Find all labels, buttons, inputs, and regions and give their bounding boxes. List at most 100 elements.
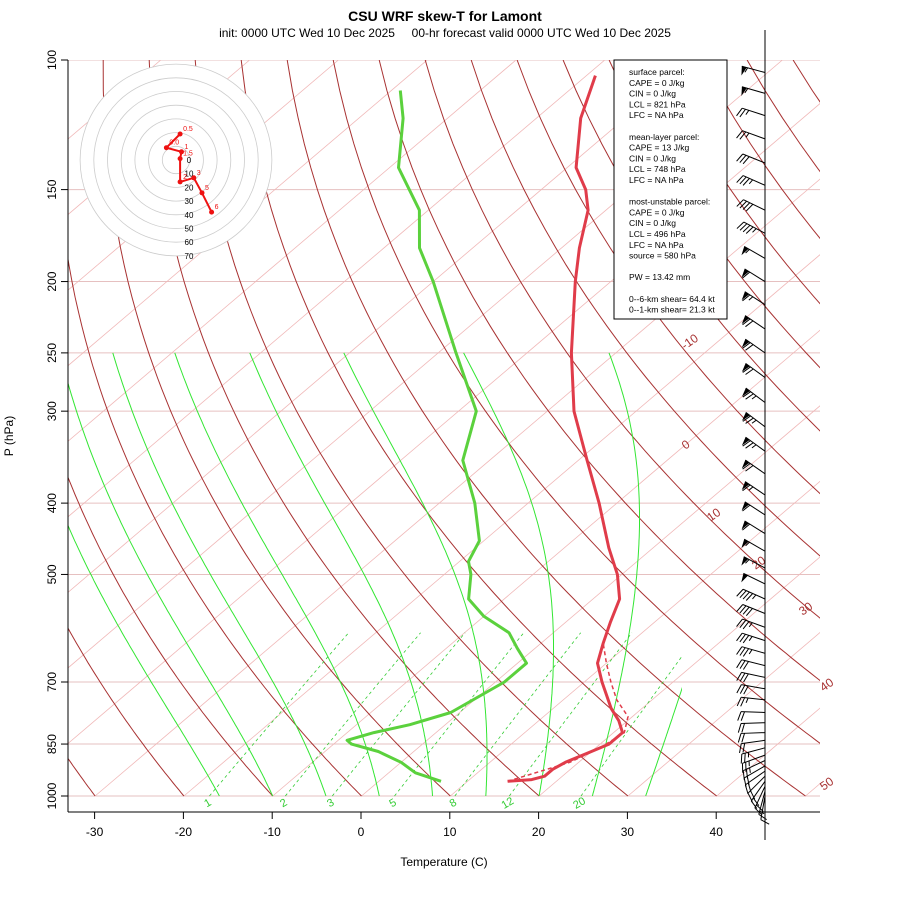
wind-barb xyxy=(740,316,765,337)
wind-barb-full xyxy=(746,592,752,601)
wind-barb-full xyxy=(746,203,753,212)
wind-barb xyxy=(737,107,765,124)
wind-barb-staff xyxy=(742,647,765,654)
isotherm-line xyxy=(184,60,900,796)
info-line: 0--1-km shear= 21.3 kt xyxy=(629,305,715,315)
wind-barb-half xyxy=(752,228,756,233)
mixing-ratio-line xyxy=(209,633,348,796)
wind-barb-staff xyxy=(745,339,765,353)
wind-barb xyxy=(738,712,765,722)
wind-barb-full xyxy=(737,697,741,706)
temperature-profile-line xyxy=(508,76,623,782)
hodograph-point-label: 3 xyxy=(197,170,201,177)
info-line: most-unstable parcel: xyxy=(629,197,710,207)
wind-barb xyxy=(737,198,765,218)
wind-barb-full xyxy=(738,712,741,721)
dry-adiabat-line xyxy=(701,60,900,796)
y-tick-label: 100 xyxy=(45,50,59,70)
wind-barb-half xyxy=(752,444,756,449)
mixing-ratio-label: 8 xyxy=(448,797,459,810)
wind-barb-staff xyxy=(743,200,765,211)
hodograph-point xyxy=(209,210,214,215)
wind-barb xyxy=(737,174,765,193)
hodograph-point-label: 1.5 xyxy=(183,151,193,158)
isotherm-line xyxy=(273,60,900,796)
x-tick-label: 10 xyxy=(443,825,457,839)
hodograph-point-label: 5 xyxy=(205,185,209,192)
info-line: LFC = NA hPa xyxy=(629,110,684,120)
wind-barb-full xyxy=(737,174,743,183)
y-tick-label: 200 xyxy=(45,271,59,291)
hodograph-point-label: 6 xyxy=(215,204,219,211)
hodograph-point xyxy=(178,179,183,184)
wind-barb-full xyxy=(737,221,744,230)
wind-barb-half xyxy=(749,649,752,654)
wind-barb-half xyxy=(749,486,753,491)
wind-barb-staff xyxy=(743,176,765,186)
wind-barb-full xyxy=(740,589,746,598)
wind-barb-staff xyxy=(742,108,765,115)
wind-barb xyxy=(737,588,765,607)
wind-barb-full xyxy=(758,814,767,819)
mixing-ratio-label: 1 xyxy=(202,797,213,810)
chart-title: CSU WRF skew-T for Lamont xyxy=(348,8,542,24)
dry-adiabat-line xyxy=(287,60,805,796)
wind-barb-staff xyxy=(743,154,765,163)
mixing-ratio-label: 2 xyxy=(278,797,289,810)
wind-barb-staff xyxy=(741,740,765,743)
dry-adiabat-line xyxy=(793,60,900,796)
info-line: LCL = 748 hPa xyxy=(629,164,686,174)
mixing-ratio-label: 3 xyxy=(325,797,336,810)
x-tick-label: 40 xyxy=(710,825,724,839)
x-tick-label: -20 xyxy=(175,825,193,839)
mixing-ratio-line xyxy=(455,633,581,796)
wind-barb-staff xyxy=(743,605,765,614)
wind-barb xyxy=(754,786,774,814)
wind-barb-half xyxy=(746,133,749,138)
wind-barb-layer xyxy=(737,66,774,824)
wind-barb xyxy=(740,363,765,384)
wind-barb-full xyxy=(739,754,744,763)
wind-barb xyxy=(740,521,765,541)
x-axis-label: Temperature (C) xyxy=(400,855,487,869)
hodograph-point xyxy=(178,156,183,161)
wind-barb-staff xyxy=(743,573,765,584)
y-axis-label: P (hPa) xyxy=(2,416,16,456)
wind-barb-full xyxy=(742,733,745,742)
wind-barb xyxy=(740,388,765,410)
wind-barb xyxy=(740,292,765,313)
info-line: CAPE = 0 J/kg xyxy=(629,78,685,88)
y-tick-label: 500 xyxy=(45,564,59,584)
wind-barb-staff xyxy=(741,723,765,724)
wind-barb-full xyxy=(740,176,746,185)
info-line: CIN = 0 J/kg xyxy=(629,89,676,99)
info-line: mean-layer parcel: xyxy=(629,132,699,142)
hodograph-ring-label: 30 xyxy=(185,197,194,206)
hodograph-background xyxy=(80,64,272,256)
hodograph-ring-label: 60 xyxy=(185,238,194,247)
mixing-ratio-label: 20 xyxy=(571,795,588,812)
wind-barb xyxy=(737,659,765,674)
profile-layer xyxy=(347,76,628,782)
mixing-ratio-line xyxy=(285,633,420,796)
wind-barb-full xyxy=(737,588,743,597)
wind-barb-half xyxy=(746,110,749,115)
hodograph-ring-label: 70 xyxy=(185,252,194,261)
hodograph-ring-label: 40 xyxy=(185,211,194,220)
wind-barb-staff xyxy=(745,521,765,534)
wind-barb-staff xyxy=(745,316,765,329)
wind-barb xyxy=(737,618,765,636)
wind-barb-staff xyxy=(746,388,765,402)
x-tick-label: 0 xyxy=(358,825,365,839)
y-tick-label: 850 xyxy=(45,734,59,754)
info-line: LFC = NA hPa xyxy=(629,240,684,250)
wind-barb xyxy=(737,603,765,621)
wind-barb-staff xyxy=(742,660,765,666)
wind-barb xyxy=(739,87,765,102)
wind-barb-half xyxy=(749,179,752,184)
wind-barb-half xyxy=(749,296,753,301)
